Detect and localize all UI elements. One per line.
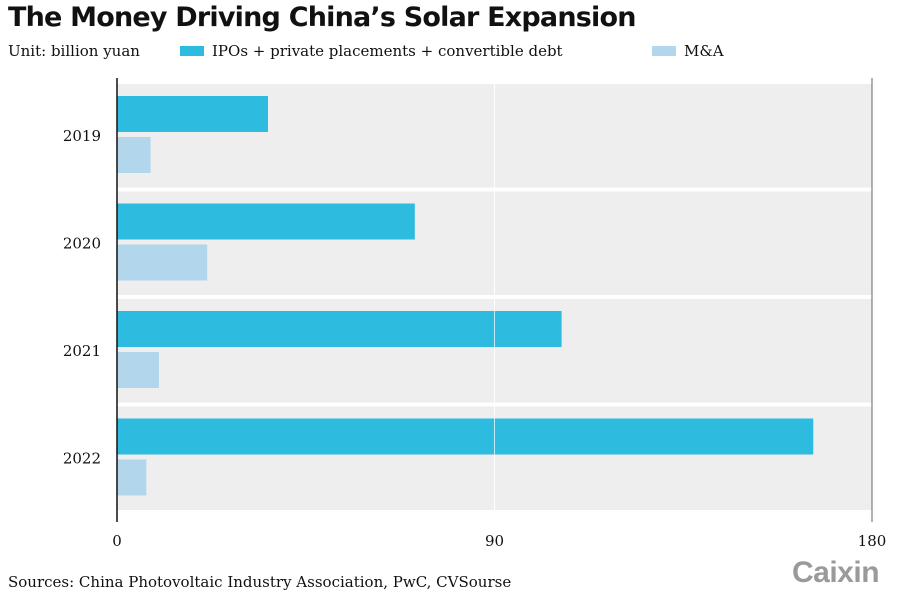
unit-label: Unit: billion yuan (8, 42, 140, 60)
legend-item-ma: M&A (652, 42, 724, 60)
legend-swatch-ipo (180, 46, 204, 56)
y-tick-label: 2021 (63, 342, 101, 360)
y-tick-label: 2022 (63, 449, 101, 467)
legend-label-ma: M&A (684, 42, 724, 60)
bar-ma-2021 (117, 352, 159, 388)
x-tick-label: 180 (858, 532, 887, 550)
bar-ipo-2020 (117, 203, 415, 240)
bar-ma-2022 (117, 459, 147, 496)
caixin-logo: Caixin (792, 556, 880, 589)
x-tick-label: 90 (485, 532, 504, 550)
legend-label-ipo: IPOs + private placements + convertible … (212, 42, 563, 60)
bar-ipo-2021 (117, 311, 562, 347)
chart-title: The Money Driving China’s Solar Expansio… (8, 2, 636, 33)
legend-item-ipo: IPOs + private placements + convertible … (180, 42, 563, 60)
y-tick-label: 2019 (63, 127, 101, 145)
sources-note: Sources: China Photovoltaic Industry Ass… (8, 573, 512, 591)
bar-ma-2019 (117, 137, 151, 173)
legend-swatch-ma (652, 46, 676, 56)
x-tick-label: 0 (112, 532, 122, 550)
bar-ipo-2019 (117, 96, 268, 132)
bar-ma-2020 (117, 244, 208, 281)
bar-ipo-2022 (117, 418, 814, 455)
y-tick-label: 2020 (63, 234, 101, 252)
